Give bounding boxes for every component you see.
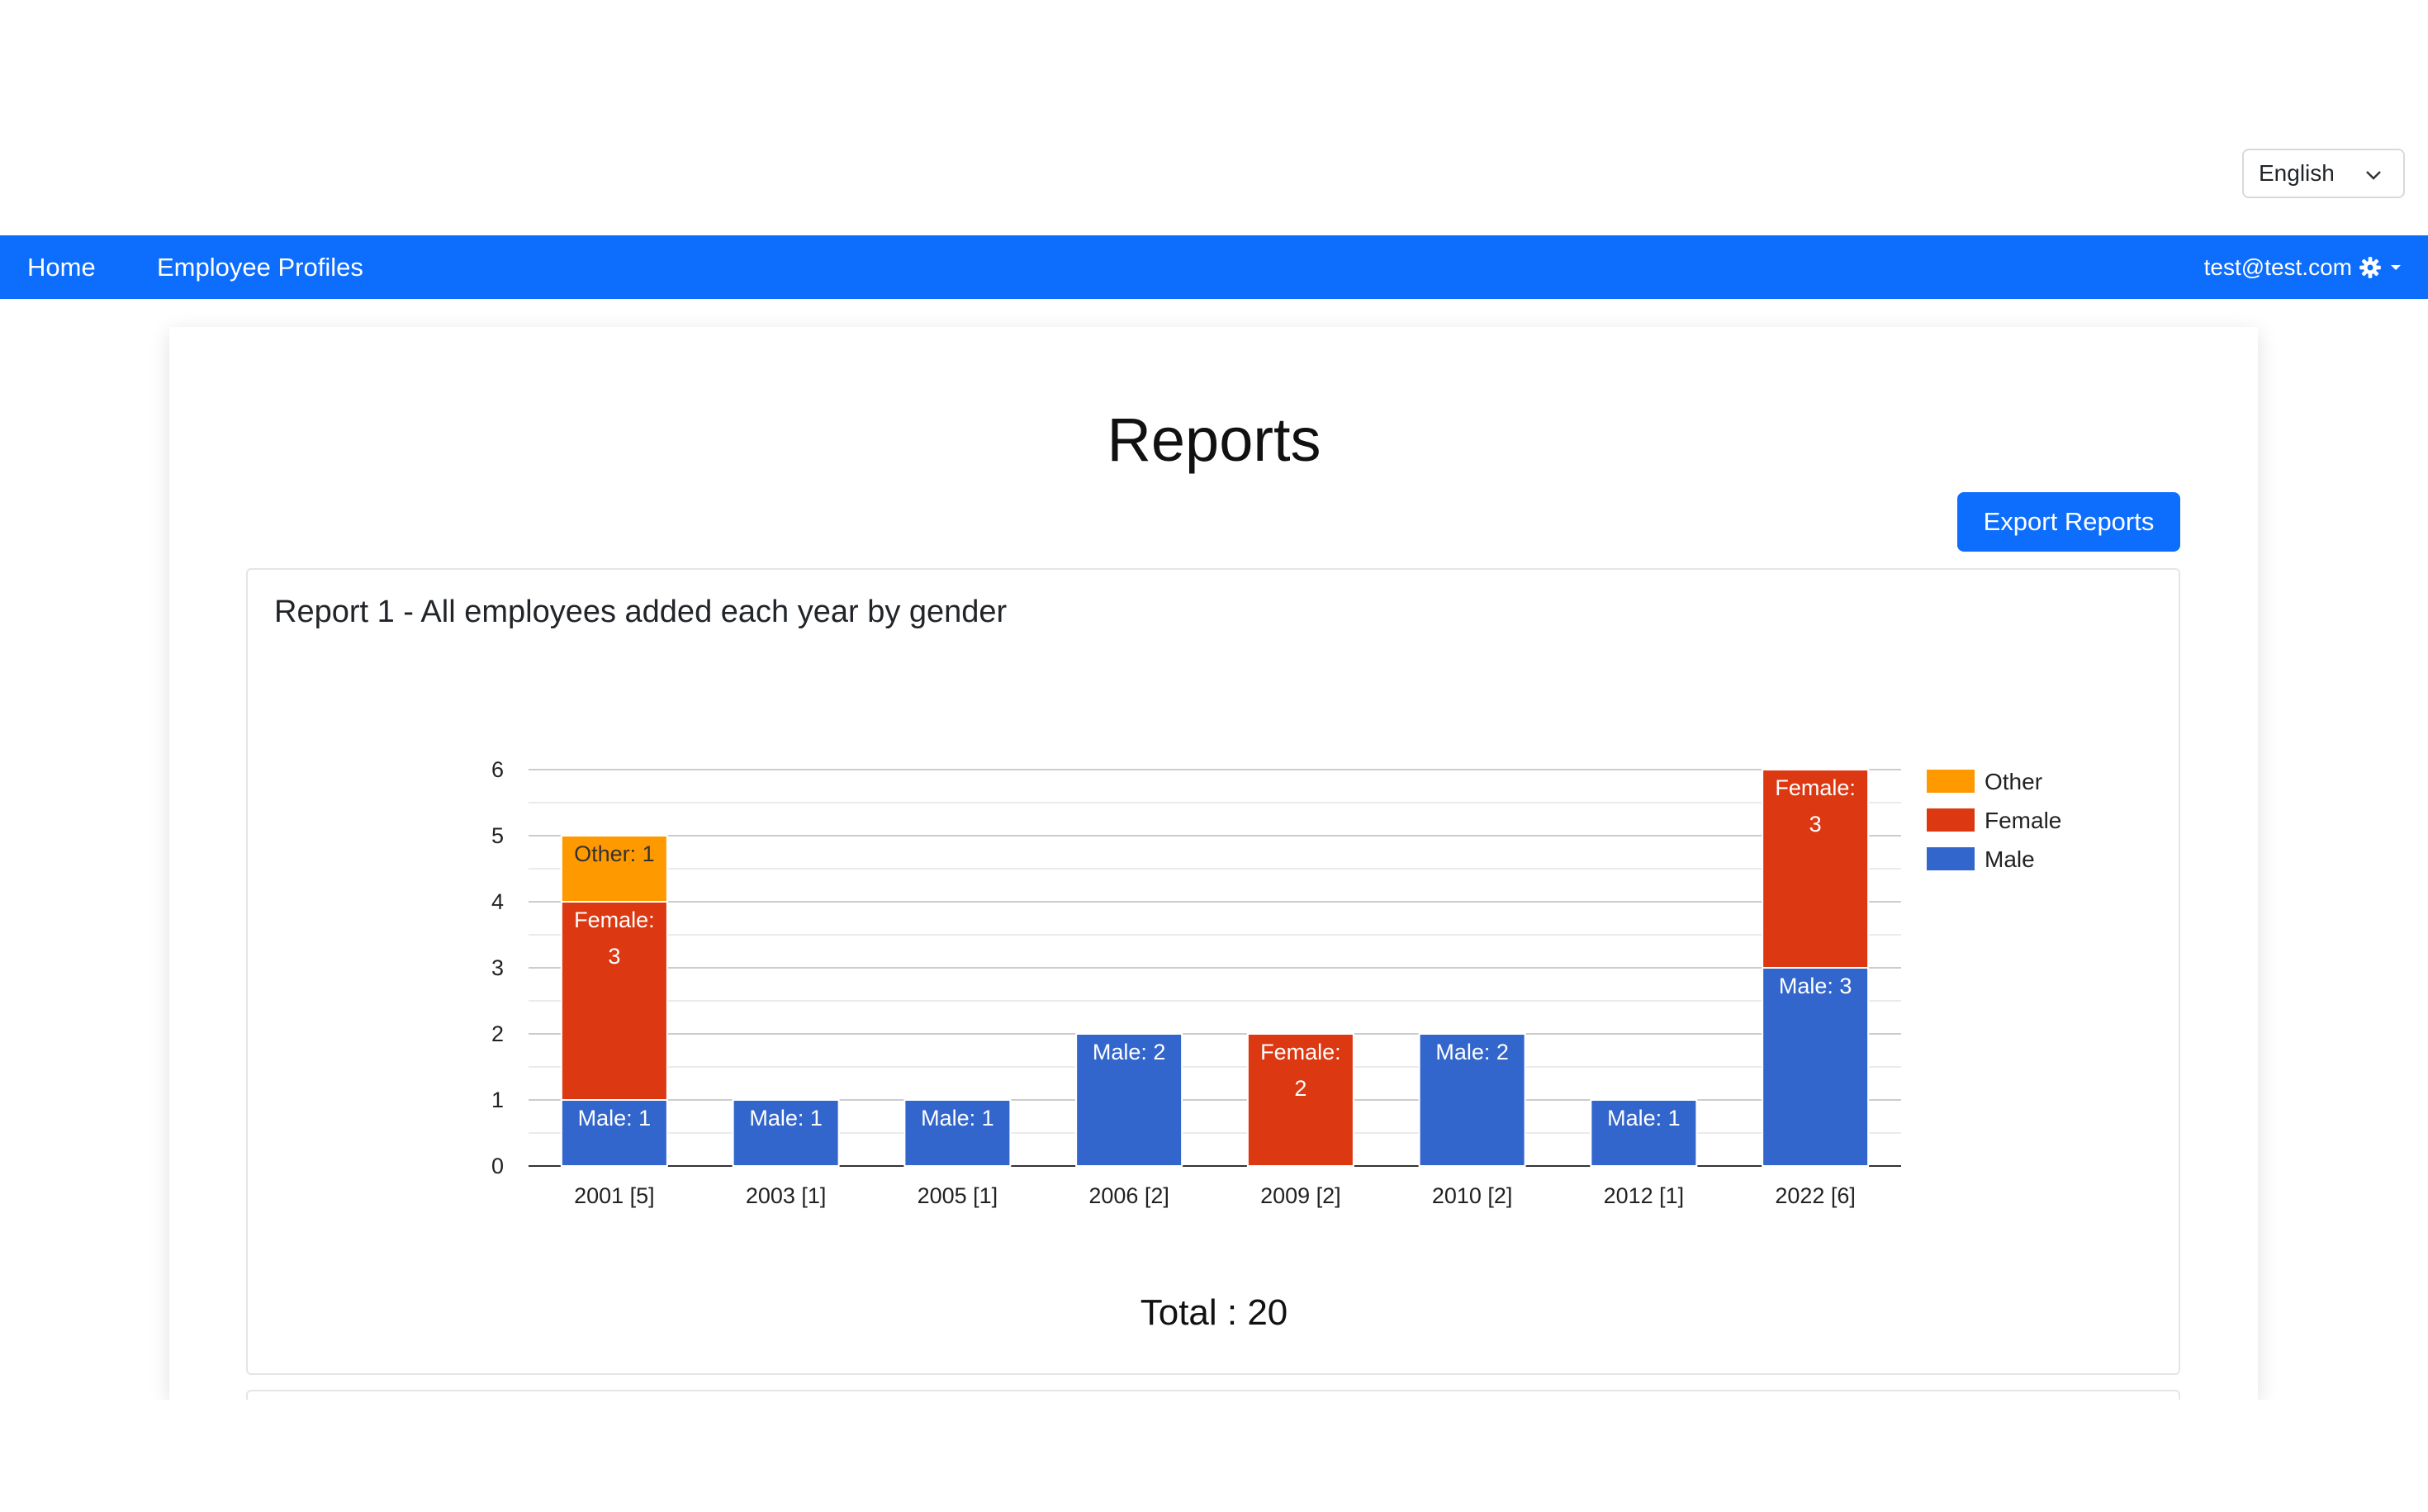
bar-segment-male (1418, 1033, 1526, 1167)
legend-label-male: Male (1985, 846, 2035, 872)
gear-icon (2359, 256, 2381, 278)
top-navbar: Home Employee Profiles test@test.com (0, 235, 2428, 299)
x-tick-label: 2006 [2] (1088, 1183, 1169, 1208)
y-tick-label: 0 (491, 1154, 504, 1178)
bar-data-label: Male: 3 (1779, 974, 1852, 998)
y-tick-label: 1 (491, 1088, 504, 1112)
y-tick-label: 3 (491, 955, 504, 980)
bar-segment-male (903, 1099, 1012, 1167)
bar-segment-other (560, 835, 668, 903)
bar-data-label: Male: 1 (578, 1106, 652, 1130)
x-tick-label: 2003 [1] (746, 1183, 827, 1208)
page-title: Reports (1107, 405, 1321, 474)
x-tick-label: 2012 [1] (1604, 1183, 1685, 1208)
bar-data-label: Female: (1260, 1040, 1341, 1064)
bar-segment-male (1590, 1099, 1698, 1167)
x-tick-label: 2022 [6] (1775, 1183, 1856, 1208)
report-1-stacked-bar-chart: 0 1 2 3 4 5 6 Male: 1 Female: 3 Other: 1 2001 [5] Ma… (491, 757, 2061, 1208)
bar-data-label: Male: 1 (749, 1106, 823, 1130)
bar-segment-male (560, 1099, 668, 1167)
bar-segment-female (1762, 769, 1870, 969)
bar-data-label: 3 (608, 944, 620, 969)
bar-data-label: Female: (574, 908, 655, 932)
bar-data-label: Male: 1 (1607, 1106, 1681, 1130)
export-reports-button[interactable]: Export Reports (1957, 492, 2180, 552)
y-tick-label: 4 (491, 889, 504, 914)
report-1-title: Report 1 - All employees added each year… (274, 595, 1008, 629)
language-select-value: English (2259, 160, 2335, 186)
legend-swatch-female (1927, 808, 1975, 832)
bar-segment-female (560, 901, 668, 1101)
legend-label-female: Female (1985, 808, 2061, 833)
bar-data-label: Male: 2 (1435, 1040, 1509, 1064)
chevron-down-icon (2366, 171, 2381, 180)
viewport-bottom-area (0, 1400, 2428, 1512)
language-select[interactable]: English (2242, 149, 2405, 198)
x-tick-label: 2010 [2] (1432, 1183, 1513, 1208)
legend-swatch-male (1927, 847, 1975, 870)
report-1-total: Total : 20 (1140, 1292, 1288, 1333)
bar-segment-male (1762, 967, 1870, 1167)
nav-employee-profiles-link[interactable]: Employee Profiles (157, 252, 363, 282)
x-tick-label: 2001 [5] (574, 1183, 655, 1208)
bar-data-label: Female: (1775, 775, 1856, 800)
legend-label-other: Other (1985, 769, 2042, 794)
caret-down-icon (2391, 264, 2401, 270)
x-tick-label: 2009 [2] (1260, 1183, 1341, 1208)
bar-segment-female (1246, 1033, 1354, 1167)
nav-home-link[interactable]: Home (27, 252, 96, 282)
bar-data-label: Male: 2 (1093, 1040, 1166, 1064)
y-tick-label: 2 (491, 1021, 504, 1046)
x-tick-label: 2005 [1] (918, 1183, 998, 1208)
bar-data-label: 2 (1294, 1076, 1306, 1101)
user-email: test@test.com (2203, 254, 2352, 280)
bar-segment-male (1075, 1033, 1183, 1167)
user-menu-toggle[interactable]: test@test.com (2204, 235, 2403, 299)
y-tick-label: 6 (491, 757, 504, 782)
bar-data-label: 3 (1809, 812, 1822, 837)
bar-data-label: Other: 1 (574, 841, 655, 866)
bar-data-label: Male: 1 (921, 1106, 994, 1130)
y-tick-label: 5 (491, 823, 504, 848)
bar-segment-male (732, 1099, 840, 1167)
legend-swatch-other (1927, 770, 1975, 793)
